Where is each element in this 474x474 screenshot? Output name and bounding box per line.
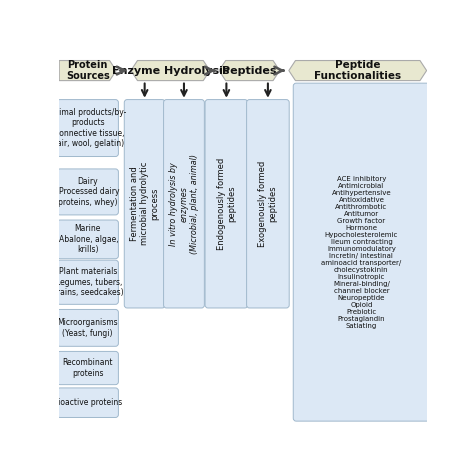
FancyBboxPatch shape xyxy=(57,169,118,215)
Text: Marine
(Abalone, algae,
krills): Marine (Abalone, algae, krills) xyxy=(56,225,119,254)
Text: Exogenously formed
peptides: Exogenously formed peptides xyxy=(258,161,278,247)
FancyBboxPatch shape xyxy=(57,100,118,156)
FancyBboxPatch shape xyxy=(293,83,429,421)
Text: Protein
Sources: Protein Sources xyxy=(66,60,109,82)
Text: Peptide
Functionalities: Peptide Functionalities xyxy=(314,60,401,82)
FancyBboxPatch shape xyxy=(57,260,118,304)
FancyBboxPatch shape xyxy=(57,351,118,384)
Text: In vitro hydrolysis by
enzymes
(Microbial, plant, animal): In vitro hydrolysis by enzymes (Microbia… xyxy=(169,154,199,254)
FancyBboxPatch shape xyxy=(246,100,289,308)
Text: Plant materials
(Legumes, tubers,
grains, seedcakes): Plant materials (Legumes, tubers, grains… xyxy=(52,267,124,297)
Text: Fermentation and
microbial hydrolytic
process: Fermentation and microbial hydrolytic pr… xyxy=(130,162,160,246)
Text: Animal products/by-
products
(Connective tissue,
hair, wool, gelatin): Animal products/by- products (Connective… xyxy=(49,108,127,148)
Polygon shape xyxy=(219,61,280,81)
Text: Dairy
(Processed dairy
proteins, whey): Dairy (Processed dairy proteins, whey) xyxy=(56,177,119,207)
Text: Recombinant
proteins: Recombinant proteins xyxy=(63,358,113,378)
Text: Microorganisms
(Yeast, fungi): Microorganisms (Yeast, fungi) xyxy=(57,318,118,337)
FancyBboxPatch shape xyxy=(164,100,204,308)
FancyBboxPatch shape xyxy=(205,100,248,308)
Text: Enzyme Hydrolysis: Enzyme Hydrolysis xyxy=(111,65,229,75)
Text: Endogenously formed
peptides: Endogenously formed peptides xyxy=(217,158,236,250)
Polygon shape xyxy=(59,61,116,81)
FancyBboxPatch shape xyxy=(57,388,118,418)
Text: ACE inhibitory
Antimicrobial
Antihypertensive
Antioxidative
Antithrombotic
Antit: ACE inhibitory Antimicrobial Antihyperte… xyxy=(321,176,401,328)
FancyBboxPatch shape xyxy=(57,220,118,259)
Text: Peptides: Peptides xyxy=(222,65,277,75)
Polygon shape xyxy=(289,61,427,81)
Text: Bioactive proteins: Bioactive proteins xyxy=(53,398,122,407)
FancyBboxPatch shape xyxy=(124,100,165,308)
Polygon shape xyxy=(131,61,210,81)
FancyBboxPatch shape xyxy=(57,310,118,346)
